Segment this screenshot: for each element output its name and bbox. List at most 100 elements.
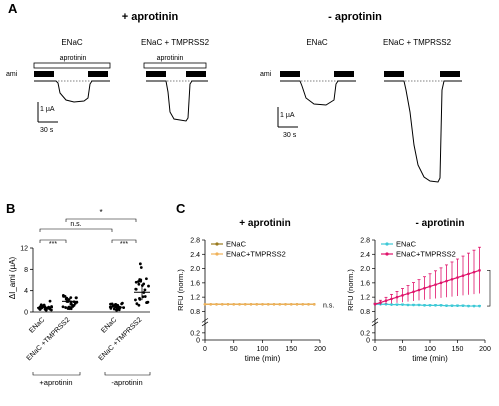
c-data-point [434, 304, 437, 307]
c-ytick-label: 2.8 [360, 238, 370, 245]
c-data-point [417, 303, 421, 307]
aprotinin-bar-2 [143, 62, 207, 69]
c-legend-label: ENaC+TMPRSS2 [226, 250, 286, 259]
b-data-point [134, 280, 138, 284]
c-data-point [272, 302, 276, 306]
c-ylabel: RFU (norm.) [176, 269, 185, 311]
c-data-point [461, 274, 465, 278]
c-data-point [423, 304, 426, 307]
b-data-point [73, 302, 77, 305]
trace-4 [384, 80, 462, 183]
c-data-point [456, 304, 459, 308]
c-xtick-label: 50 [230, 346, 238, 353]
b-data-point [67, 307, 71, 311]
c-data-point [203, 302, 207, 306]
c-data-point [379, 301, 382, 304]
trace-3-label: ENaC [306, 38, 328, 47]
b-group-4: ENaC +TMPRSS2 [98, 316, 144, 362]
c-data-point [220, 302, 224, 306]
c-data-point [467, 304, 470, 308]
c-data-point [428, 285, 432, 288]
c-ytick-label: 0 [196, 338, 200, 345]
c-data-point [439, 281, 443, 285]
c-data-point [278, 302, 282, 306]
c-legend-marker [215, 252, 219, 256]
c-data-point [406, 292, 410, 295]
c-data-point [428, 304, 432, 307]
b-data-point [65, 296, 69, 300]
c-data-point [423, 286, 426, 290]
c-ytick-label: 2.4 [190, 252, 200, 259]
aprotinin-bar-1 [33, 62, 111, 69]
b-data-point [147, 284, 150, 288]
b-group-2: ENaC +TMPRSS2 [26, 316, 72, 362]
c-xtick-label: 50 [399, 346, 407, 353]
c-data-point [390, 303, 393, 306]
panel-a-right-heading: - aprotinin [328, 11, 382, 23]
c-data-point [478, 304, 481, 308]
c-ytick-label: 0.2 [190, 330, 200, 337]
c-legend-label: ENaC [396, 240, 417, 249]
trace-1-label: ENaC [61, 38, 83, 47]
c-data-point [238, 302, 241, 306]
b-data-point [42, 303, 46, 307]
b-ytick-label: 4 [24, 288, 28, 295]
b-group-3: ENaC [100, 316, 118, 334]
c-ylabel: RFU (norm.) [346, 269, 355, 311]
sig-left: *** [49, 241, 57, 248]
c-axis-break [201, 321, 209, 327]
ami-bar [334, 71, 354, 77]
c-data-point [284, 302, 287, 306]
b-data-point [137, 280, 140, 283]
b-data-point [138, 262, 142, 266]
c-data-point [472, 304, 476, 308]
condition-right: -aprotinin [111, 378, 142, 387]
b-group-1: ENaC [28, 316, 46, 334]
ami-bar [34, 71, 54, 77]
c-data-point [215, 302, 218, 306]
c-ytick-label: 1.6 [360, 280, 370, 287]
c-ytick-label: 2.8 [190, 238, 200, 245]
b-data-point [138, 297, 142, 301]
c-xtick-label: 200 [479, 346, 491, 353]
c-ytick-label: 0.8 [360, 309, 370, 316]
c-data-point [266, 302, 270, 306]
panel-c-right-title: - aprotinin [416, 218, 465, 229]
c-data-point [232, 302, 236, 306]
c-data-point [406, 303, 410, 307]
ami-bar [280, 71, 300, 77]
c-data-point [401, 294, 404, 297]
c-legend-marker [385, 252, 389, 256]
c-data-point [373, 302, 377, 306]
c-data-point [445, 304, 448, 308]
b-data-point [137, 282, 141, 286]
significance-brackets [39, 218, 137, 243]
ami-bar [440, 71, 460, 77]
c-data-point [384, 299, 388, 303]
c-xtick-label: 100 [424, 346, 436, 353]
c-data-point [450, 304, 454, 308]
sig-right: *** [120, 241, 128, 248]
c-ytick-label: 2.0 [190, 266, 200, 273]
c-legend-marker [385, 242, 389, 246]
c-data-point [478, 269, 481, 272]
c-legend-label: ENaC [226, 240, 247, 249]
c-data-point [249, 302, 253, 306]
c-ytick-label: 0.2 [360, 330, 370, 337]
c-xtick-label: 0 [203, 346, 207, 353]
ami-label-right: ami [260, 71, 272, 78]
panel-c-left-title: + aprotinin [239, 218, 290, 229]
c-xlabel: time (min) [412, 354, 448, 363]
c-ytick-label: 0 [366, 338, 370, 345]
c-data-point [384, 302, 388, 306]
b-data-point [63, 294, 67, 298]
b-data-point [138, 278, 142, 281]
ami-label-left: ami [6, 71, 18, 78]
condition-left: +aprotinin [39, 378, 72, 387]
c-ns-label: n.s. [323, 302, 334, 309]
b-data-point [139, 266, 143, 269]
c-data-point [439, 304, 443, 307]
c-data-point [417, 288, 421, 292]
b-data-point [61, 305, 65, 309]
